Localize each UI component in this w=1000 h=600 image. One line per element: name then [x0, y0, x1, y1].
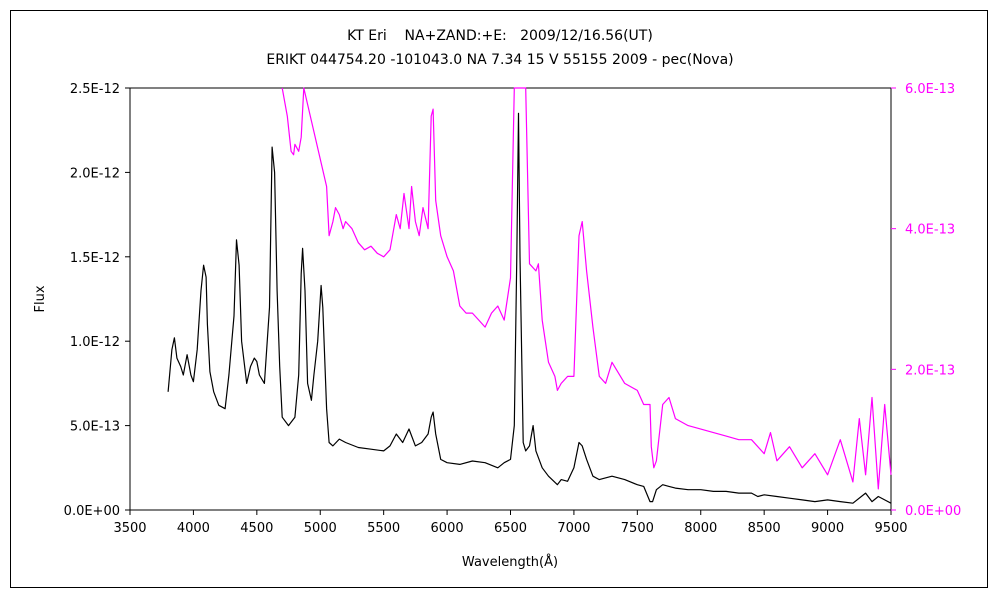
x-tick-label: 5500	[367, 521, 400, 536]
y-tick-label: 1.5E-12	[70, 251, 120, 266]
x-tick-label: 9000	[811, 521, 844, 536]
x-tick-label: 6000	[431, 521, 464, 536]
y2-tick-label: 0.0E+00	[905, 504, 961, 519]
x-tick-label: 4000	[177, 521, 210, 536]
x-tick-label: 5000	[304, 521, 337, 536]
x-tick-label: 4500	[240, 521, 273, 536]
x-axis-label: Wavelength(Å)	[462, 554, 558, 570]
y-tick-label: 0.0E+00	[64, 504, 120, 519]
x-tick-label: 9500	[874, 521, 907, 536]
y-axis-label: Flux	[33, 285, 48, 312]
y-tick-label: 2.0E-12	[70, 166, 120, 181]
x-tick-label: 8500	[748, 521, 781, 536]
y-tick-label: 1.0E-12	[70, 335, 120, 350]
x-tick-label: 8000	[684, 521, 717, 536]
series-line-black	[167, 112, 892, 504]
chart-frame	[10, 10, 988, 588]
x-tick-label: 6500	[494, 521, 527, 536]
x-tick-label: 3500	[113, 521, 146, 536]
chart-title: KT Eri NA+ZAND:+E: 2009/12/16.56(UT)	[347, 28, 653, 44]
series-line-magenta	[281, 87, 892, 490]
y-tick-label: 2.5E-12	[70, 82, 120, 97]
x-tick-label: 7000	[557, 521, 590, 536]
y2-tick-label: 6.0E-13	[905, 82, 955, 97]
y-tick-label: 5.0E-13	[70, 420, 120, 435]
plot-area	[129, 87, 892, 511]
x-tick-label: 7500	[621, 521, 654, 536]
chart-subtitle: ERIKT 044754.20 -101043.0 NA 7.34 15 V 5…	[266, 52, 734, 68]
y2-tick-label: 4.0E-13	[905, 223, 955, 238]
y2-tick-label: 2.0E-13	[905, 363, 955, 378]
